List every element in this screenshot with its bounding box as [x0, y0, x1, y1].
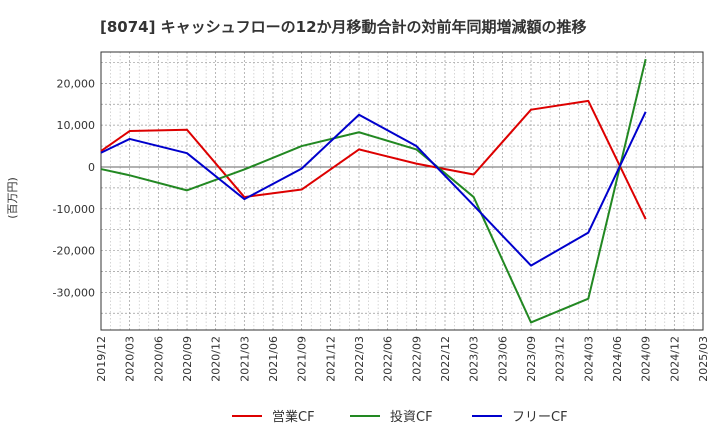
x-tick-label: 2021/03	[238, 336, 251, 382]
legend: 営業CF 投資CF フリーCF	[232, 409, 568, 425]
series-line-1	[100, 99, 647, 220]
x-tick-label: 2021/06	[267, 336, 280, 382]
x-tick-label: 2023/03	[468, 336, 481, 382]
y-tick-label: -10,000	[53, 203, 95, 216]
x-tick-label: 2020/12	[210, 336, 223, 382]
series-line-2	[100, 58, 647, 324]
x-tick-label: 2024/09	[640, 336, 653, 382]
x-tick-label: 2023/09	[525, 336, 538, 382]
chart-title: [8074] キャッシュフローの12か月移動合計の対前年同期増減額の推移	[100, 18, 587, 36]
x-tick-label: 2021/12	[324, 336, 337, 382]
x-tick-label: 2024/03	[582, 336, 595, 382]
y-tick-label: 0	[88, 161, 95, 174]
x-tick-label: 2022/03	[353, 336, 366, 382]
legend-label: 投資CF	[390, 409, 433, 425]
x-tick-label: 2023/12	[554, 336, 567, 382]
x-tick-label: 2024/06	[611, 336, 624, 382]
plot-frame	[100, 51, 704, 331]
x-tick-label: 2025/03	[697, 336, 710, 382]
x-tick-label: 2021/09	[296, 336, 309, 382]
plot-area: 20,000 10,000 0 -10,000 -20,000 -30,000 2019/1…	[53, 51, 710, 382]
plot-background	[101, 52, 703, 330]
x-tick-label: 2022/12	[439, 336, 452, 382]
series-line-3	[100, 111, 647, 267]
x-tick-label: 2022/09	[410, 336, 423, 382]
y-axis-label: (百万円)	[6, 177, 19, 219]
x-tick-label: 2020/09	[181, 336, 194, 382]
y-tick-label: -30,000	[53, 286, 95, 299]
x-tick-label: 2022/06	[382, 336, 395, 382]
x-tick-label: 2023/06	[496, 336, 509, 382]
x-tick-label: 2020/03	[124, 336, 137, 382]
y-tick-label: 10,000	[57, 119, 96, 132]
x-tick-label: 2019/12	[95, 336, 108, 382]
y-tick-label: -20,000	[53, 245, 95, 258]
x-tick-label: 2024/12	[668, 336, 681, 382]
x-tick-label: 2020/06	[152, 336, 165, 382]
y-tick-label: 20,000	[57, 77, 96, 90]
legend-label: フリーCF	[512, 410, 568, 425]
legend-label: 営業CF	[272, 409, 315, 425]
